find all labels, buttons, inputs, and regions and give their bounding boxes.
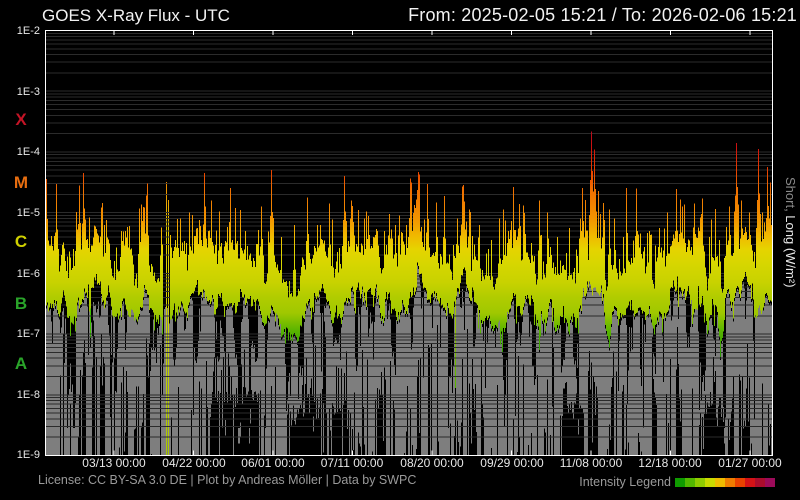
svg-text:1E-9: 1E-9 [17, 449, 40, 461]
svg-text:01/27 00:00: 01/27 00:00 [718, 456, 782, 470]
svg-text:License: CC BY-SA 3.0 DE | Plo: License: CC BY-SA 3.0 DE | Plot by Andre… [38, 473, 416, 487]
svg-text:03/13 00:00: 03/13 00:00 [82, 456, 146, 470]
svg-text:1E-3: 1E-3 [17, 86, 40, 98]
svg-text:06/01 00:00: 06/01 00:00 [241, 456, 305, 470]
svg-text:GOES X-Ray Flux - UTC: GOES X-Ray Flux - UTC [42, 6, 230, 25]
svg-text:M: M [14, 173, 28, 192]
svg-text:1E-2: 1E-2 [17, 25, 40, 37]
svg-text:04/22 00:00: 04/22 00:00 [162, 456, 226, 470]
svg-text:Intensity Legend: Intensity Legend [579, 475, 671, 489]
svg-text:1E-8: 1E-8 [17, 389, 40, 401]
svg-text:A: A [15, 354, 27, 373]
svg-text:X: X [15, 110, 27, 129]
svg-text:Short, Long (W/m²): Short, Long (W/m²) [783, 177, 798, 288]
svg-text:08/20 00:00: 08/20 00:00 [400, 456, 464, 470]
svg-text:1E-6: 1E-6 [17, 268, 40, 280]
svg-text:11/08 00:00: 11/08 00:00 [560, 456, 623, 470]
svg-text:12/18 00:00: 12/18 00:00 [638, 456, 702, 470]
svg-text:1E-4: 1E-4 [17, 146, 40, 158]
svg-text:09/29 00:00: 09/29 00:00 [480, 456, 544, 470]
svg-text:C: C [15, 232, 27, 251]
svg-text:B: B [15, 294, 27, 313]
svg-text:From: 2025-02-05 15:21 / To:: From: 2025-02-05 15:21 / To: 2026-02-06 … [408, 5, 797, 25]
svg-text:1E-5: 1E-5 [17, 207, 40, 219]
svg-text:1E-7: 1E-7 [17, 328, 40, 340]
svg-text:07/11 00:00: 07/11 00:00 [321, 456, 384, 470]
